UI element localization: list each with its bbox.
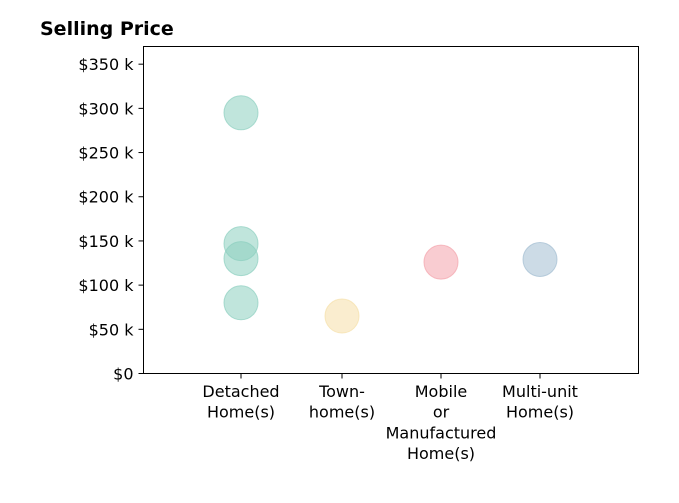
chart-title: Selling Price <box>40 18 174 40</box>
points-layer <box>223 95 558 334</box>
x-tick-label-line: or <box>433 403 450 422</box>
x-tick-label-line: Mobile <box>415 382 467 401</box>
data-point-multiunit <box>522 241 558 277</box>
x-tick-label-detached: Detached Home(s) <box>202 382 279 422</box>
x-tick-label-line: Home(s) <box>207 403 275 422</box>
y-tick-label: $250 k <box>78 144 134 163</box>
x-tick-label-line: Home(s) <box>407 444 475 463</box>
x-tick-label-townhome: Town-home(s) <box>309 382 375 422</box>
x-tick-label-line: Detached <box>202 382 279 401</box>
y-tick-label: $300 k <box>78 99 134 118</box>
data-point-detached <box>223 285 259 321</box>
x-tick-label-line: Multi-unit <box>502 382 578 401</box>
x-axis: Detached Home(s) Town-home(s) Mobile or Manuf… <box>202 373 578 463</box>
data-point-detached <box>223 95 259 131</box>
y-tick-label: $100 k <box>78 276 134 295</box>
y-tick-label: $50 k <box>89 320 135 339</box>
y-tick-label: $350 k <box>78 55 134 74</box>
data-point-detached <box>223 241 259 277</box>
x-tick-label-line: home(s) <box>309 403 375 422</box>
y-tick-label: $0 <box>113 365 133 384</box>
y-tick-label: $150 k <box>78 232 134 251</box>
x-tick-label-line: Home(s) <box>506 403 574 422</box>
data-point-townhome <box>324 298 360 334</box>
plot-frame <box>143 46 639 374</box>
x-tick-label-line: Town- <box>318 382 365 401</box>
x-tick-label-line: Manufactured <box>386 423 497 442</box>
x-tick-label-mobile: Mobile or Manufactured Home(s) <box>386 382 497 463</box>
y-tick-label: $200 k <box>78 188 134 207</box>
data-point-mobile <box>423 244 459 280</box>
y-axis: $0 $50 k $100 k $150 k $200 k $250 k $300 k $35… <box>78 55 144 384</box>
x-tick-label-multiunit: Multi-unit Home(s) <box>502 382 578 422</box>
